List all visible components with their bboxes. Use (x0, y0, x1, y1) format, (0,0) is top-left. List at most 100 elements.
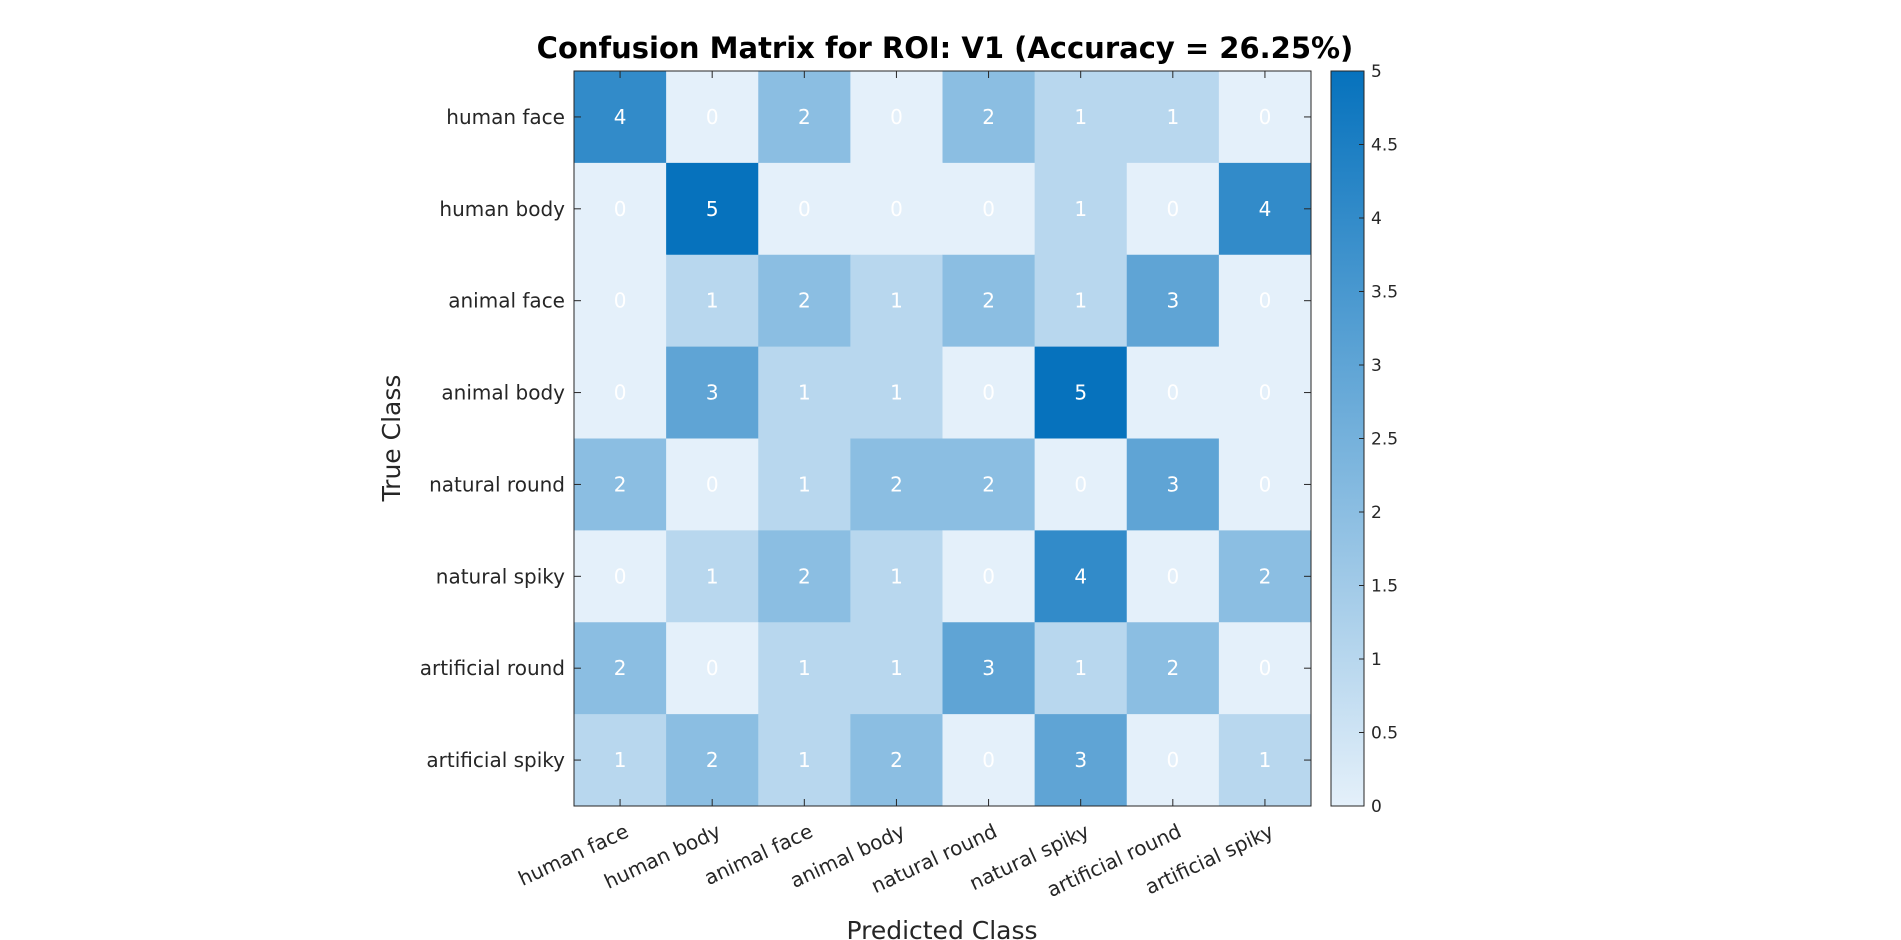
cell-value-label: 1 (1259, 748, 1272, 772)
colorbar-tick-label: 3 (1371, 356, 1382, 376)
heatmap-cell (758, 530, 851, 623)
cell-value-label: 2 (1166, 656, 1179, 680)
colorbar-tick-label: 2 (1371, 503, 1382, 523)
cell-value-label: 0 (614, 197, 627, 221)
heatmap-cell (666, 254, 759, 348)
heatmap-cell (1218, 346, 1312, 439)
heatmap-cell (1126, 714, 1220, 807)
heatmap-cell (1034, 530, 1128, 623)
cell-value-label: 4 (1259, 197, 1272, 221)
heatmap-cell (1218, 438, 1312, 531)
heatmap-cell (1218, 622, 1312, 715)
heatmap-cell (666, 346, 759, 439)
cell-value-label: 2 (798, 564, 811, 588)
colorbar-tick-label: 5 (1371, 62, 1382, 82)
heatmap-cell (666, 71, 759, 164)
cell-value-label: 0 (982, 381, 995, 405)
cell-value-label: 3 (1074, 748, 1087, 772)
cell-value-label: 4 (614, 105, 627, 129)
heatmap-cells (574, 71, 1312, 807)
heatmap-cell (1218, 714, 1312, 807)
cell-value-label: 0 (982, 564, 995, 588)
heatmap-cell (1126, 530, 1220, 623)
heatmap-cell (942, 622, 1036, 715)
cell-value-label: 2 (890, 472, 903, 496)
heatmap-cell (942, 162, 1036, 256)
heatmap-cell (942, 71, 1036, 164)
cell-value-label: 2 (1259, 564, 1272, 588)
cell-value-label: 1 (798, 381, 811, 405)
cell-value-label: 0 (982, 197, 995, 221)
heatmap-cell (850, 71, 943, 164)
heatmap-cell (1126, 71, 1220, 164)
colorbar-tick-label: 1 (1371, 650, 1382, 670)
cell-value-label: 0 (1166, 197, 1179, 221)
colorbar-tick-label: 3.5 (1371, 283, 1398, 303)
heatmap-cell (758, 438, 851, 531)
cell-value-label: 1 (890, 381, 903, 405)
cell-value-label: 0 (614, 289, 627, 313)
heatmap-cell (1034, 714, 1128, 807)
cell-value-label: 1 (798, 748, 811, 772)
heatmap-cell (574, 438, 667, 531)
colorbar-tick-label: 0 (1371, 797, 1382, 817)
y-axis-label: True Class (377, 375, 406, 503)
cell-value-label: 0 (798, 197, 811, 221)
cell-value-label: 0 (1166, 381, 1179, 405)
cell-value-label: 2 (798, 289, 811, 313)
plot-frame (573, 70, 1312, 807)
heatmap-cell (1126, 346, 1220, 439)
cell-value-label: 2 (798, 105, 811, 129)
cell-value-label: 3 (706, 381, 719, 405)
heatmap-cell (666, 162, 759, 256)
heatmap-cell (758, 622, 851, 715)
cell-value-label: 1 (798, 472, 811, 496)
heatmap-cell (850, 714, 943, 807)
cell-value-label: 0 (1166, 564, 1179, 588)
heatmap-cell (850, 254, 943, 348)
heatmap-cell (1126, 438, 1220, 531)
heatmap-cell (574, 254, 667, 348)
cell-value-label: 0 (1259, 472, 1272, 496)
cell-value-label: 1 (1166, 105, 1179, 129)
heatmap-cell (758, 714, 851, 807)
x-axis-label: Predicted Class (846, 916, 1037, 940)
axis-ticks (574, 71, 1311, 806)
cell-value-label: 0 (614, 381, 627, 405)
cell-value-label: 2 (982, 289, 995, 313)
heatmap-cell (1034, 254, 1128, 348)
cell-value-label: 1 (1074, 289, 1087, 313)
heatmap-cell (666, 714, 759, 807)
heatmap-cell (574, 71, 667, 164)
colorbar-tick-label: 4 (1371, 209, 1382, 229)
y-tick-label: human face (446, 105, 565, 129)
heatmap-cell (1034, 438, 1128, 531)
cell-value-label: 0 (1259, 289, 1272, 313)
cell-value-label: 3 (1166, 289, 1179, 313)
heatmap-cell (666, 438, 759, 531)
heatmap-cell (758, 346, 851, 439)
heatmap-cell (574, 714, 667, 807)
colorbar-tick-label: 4.5 (1371, 136, 1398, 156)
heatmap-cell (1034, 622, 1128, 715)
cell-value-label: 2 (614, 656, 627, 680)
y-tick-label: human body (439, 197, 565, 221)
cell-value-label: 2 (614, 472, 627, 496)
cell-value-label: 2 (706, 748, 719, 772)
colorbar (1330, 70, 1365, 807)
heatmap-cell (1218, 71, 1312, 164)
cell-value-label: 0 (1259, 656, 1272, 680)
heatmap-cell (942, 714, 1036, 807)
cell-value-label: 2 (890, 748, 903, 772)
heatmap-cell (1034, 346, 1128, 439)
y-tick-label: artificial round (420, 656, 565, 680)
heatmap-cell (758, 162, 851, 256)
heatmap-cell-labels: 4 0 2 0 2 1 1 00 5 0 0 0 1 0 40 1 2 1 2 1 3 00 3 1 1 0 5 0 02 0 1 2 2 0 3 0… (614, 105, 1272, 772)
heatmap-cell (1126, 254, 1220, 348)
y-tick-label: artificial spiky (426, 748, 565, 772)
heatmap-cell (666, 622, 759, 715)
colorbar-tick-label: 0.5 (1371, 724, 1398, 744)
heatmap-cell (1034, 162, 1128, 256)
